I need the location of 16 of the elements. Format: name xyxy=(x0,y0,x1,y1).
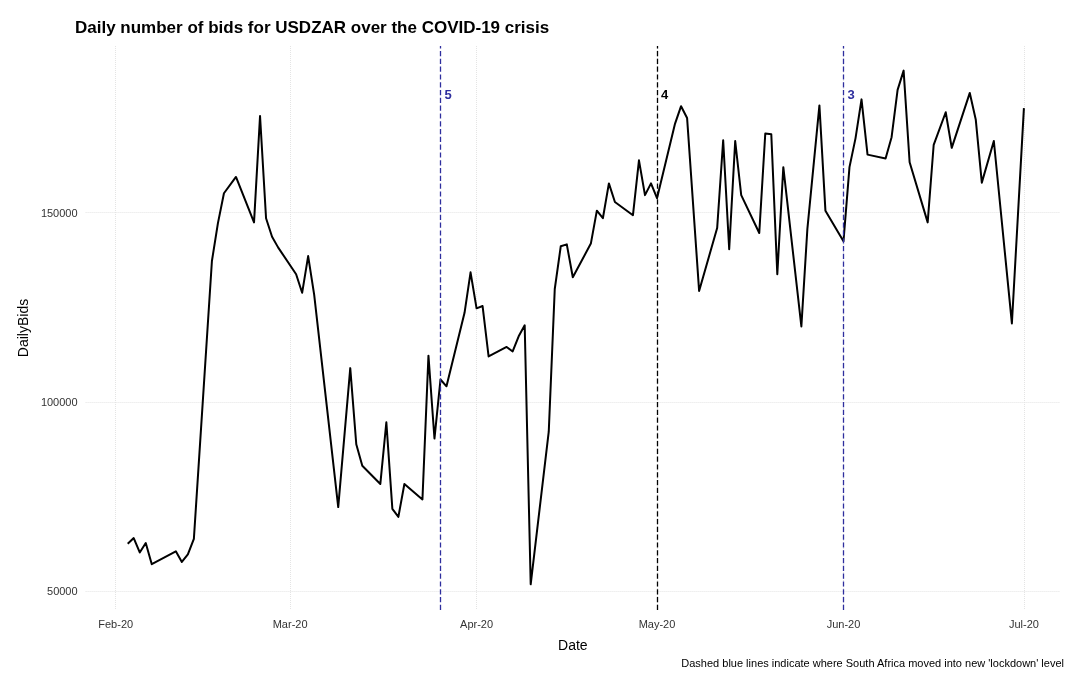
chart-title: Daily number of bids for USDZAR over the COVID-19 crisis xyxy=(75,18,550,37)
y-axis-title: DailyBids xyxy=(15,298,31,358)
ref-line-label: 4 xyxy=(661,87,670,102)
text: Dashed blue lines indicate where South Africa moved into new 'lockdown' level xyxy=(681,656,1064,669)
x-tick-label: Jul-20 xyxy=(1008,617,1039,630)
y-tick-label: 100000 xyxy=(40,395,78,408)
x-tick-label: Jun-20 xyxy=(826,617,861,630)
x-tick-label: Apr-20 xyxy=(460,617,494,630)
ref-line-label: 3 xyxy=(847,87,855,102)
x-tick-label: May-20 xyxy=(638,617,676,630)
x-tick-label: Mar-20 xyxy=(272,617,308,630)
x-tick-label: Feb-20 xyxy=(98,617,134,630)
ref-line-label: 5 xyxy=(444,87,452,102)
y-tick-label: 50000 xyxy=(47,585,78,598)
y-tick-label: 150000 xyxy=(40,206,78,219)
x-axis-title: Date xyxy=(558,637,588,653)
